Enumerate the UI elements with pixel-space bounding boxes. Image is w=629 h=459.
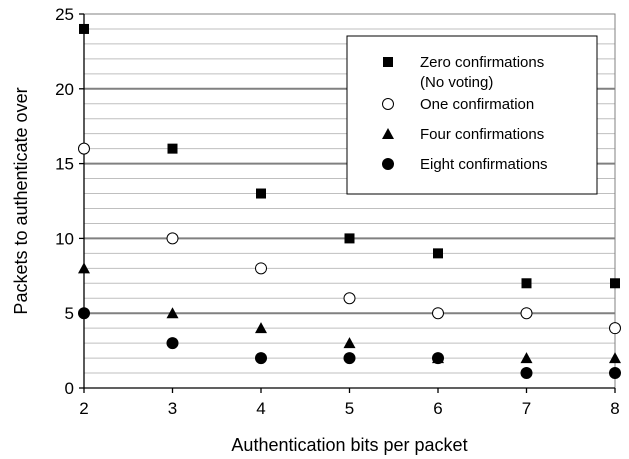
- x-tick-label: 8: [610, 399, 619, 418]
- legend-label: One confirmation: [420, 96, 534, 113]
- x-tick-label: 4: [256, 399, 265, 418]
- data-point: [255, 352, 267, 365]
- axes: [79, 13, 616, 393]
- legend-label: Four confirmations: [420, 126, 544, 143]
- y-tick-label: 25: [55, 5, 74, 24]
- data-point: [432, 307, 444, 320]
- data-point: [609, 322, 621, 335]
- legend-marker: [382, 128, 394, 139]
- data-point: [609, 352, 621, 364]
- data-point: [343, 352, 356, 365]
- x-tick-label: 2: [79, 399, 88, 418]
- data-point: [520, 307, 533, 320]
- x-axis-label: Authentication bits per packet: [231, 435, 467, 455]
- data-point: [520, 367, 533, 380]
- legend-label: Eight confirmations: [420, 156, 548, 173]
- data-point: [78, 262, 90, 274]
- data-point: [255, 262, 267, 275]
- series-1: [79, 23, 620, 289]
- data-point: [343, 337, 356, 349]
- data-point: [433, 248, 443, 259]
- data-point: [167, 143, 178, 154]
- data-point: [609, 367, 621, 380]
- legend-marker: [382, 98, 394, 110]
- x-tick-label: 5: [345, 399, 354, 418]
- data-point: [610, 278, 620, 289]
- legend-label: Zero confirmations: [420, 54, 544, 71]
- data-point: [520, 352, 533, 364]
- legend-marker: [382, 158, 394, 170]
- x-tick-label: 6: [433, 399, 442, 418]
- series-4: [78, 307, 621, 380]
- data-point: [79, 23, 89, 34]
- series-2: [78, 142, 621, 335]
- y-axis-label: Packets to authenticate over: [11, 87, 31, 314]
- x-tick-label: 7: [522, 399, 531, 418]
- data-point: [166, 232, 179, 245]
- data-points: [78, 23, 621, 380]
- y-tick-label: 15: [55, 155, 74, 174]
- legend: Zero confirmations (No voting) One confirm…: [346, 35, 598, 195]
- x-tick-label: 3: [168, 399, 177, 418]
- data-point: [78, 307, 90, 320]
- data-point: [166, 307, 179, 319]
- data-point: [256, 188, 266, 199]
- data-point: [432, 352, 444, 365]
- data-point: [255, 322, 267, 334]
- legend-label: (No voting): [420, 74, 493, 91]
- y-tick-label: 5: [65, 304, 74, 323]
- y-tick-label: 20: [55, 80, 74, 99]
- data-point: [78, 142, 90, 155]
- data-point: [343, 292, 356, 305]
- y-tick-label: 0: [65, 379, 74, 398]
- legend-marker: [383, 57, 393, 67]
- data-point: [166, 337, 179, 350]
- y-tick-label: 10: [55, 229, 74, 248]
- data-point: [344, 233, 355, 244]
- data-point: [521, 278, 532, 289]
- tick-labels: 0 5 10 15 20 25 2 3 4 5 6 7 8: [55, 5, 620, 418]
